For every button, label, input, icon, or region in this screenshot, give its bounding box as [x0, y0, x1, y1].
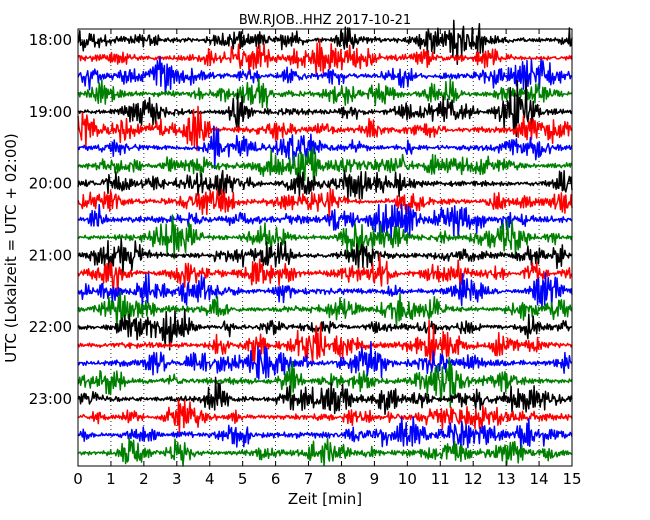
x-tick-label: 13	[497, 470, 516, 488]
trace-2215	[77, 319, 573, 369]
trace-2100	[77, 238, 573, 275]
x-tick-label: 5	[238, 470, 248, 488]
trace-1800	[77, 19, 573, 66]
y-tick-label: 19:00	[29, 103, 72, 121]
x-tick-label: 1	[106, 470, 116, 488]
y-tick-label: 18:00	[29, 31, 72, 49]
x-tick-label: 15	[562, 470, 581, 488]
y-axis-label: UTC (Lokalzeit = UTC + 02:00)	[2, 133, 20, 363]
trace-2300	[77, 376, 573, 416]
trace-1930	[77, 125, 573, 170]
trace-2015	[77, 188, 573, 219]
trace-2200	[77, 308, 573, 351]
trace-2115	[77, 253, 573, 298]
trace-1830	[77, 56, 573, 94]
x-axis-label: Zeit [min]	[288, 490, 362, 508]
chart-title: BW.RJOB..HHZ 2017-10-21	[239, 13, 411, 28]
trace-2030	[77, 203, 573, 240]
x-tick-label: 4	[205, 470, 215, 488]
x-tick-label: 11	[431, 470, 450, 488]
trace-2315	[77, 398, 573, 435]
x-tick-label: 8	[337, 470, 347, 488]
y-axis-ticks: 18:00 19:00 20:00 21:00 22:00 23:00	[29, 31, 572, 408]
x-tick-label: 2	[139, 470, 149, 488]
trace-2045	[77, 214, 573, 260]
x-tick-label: 7	[304, 470, 314, 488]
trace-1915	[77, 105, 573, 152]
trace-2230	[77, 340, 573, 380]
y-tick-label: 22:00	[29, 318, 72, 336]
seismic-traces	[77, 19, 573, 467]
y-tick-label: 21:00	[29, 246, 72, 264]
x-tick-label: 12	[464, 470, 483, 488]
x-tick-label: 10	[398, 470, 417, 488]
y-tick-label: 20:00	[29, 175, 72, 193]
x-tick-label: 3	[172, 470, 182, 488]
trace-1845	[77, 77, 573, 109]
x-tick-label: 14	[530, 470, 549, 488]
trace-2330	[77, 416, 573, 450]
x-tick-label: 6	[271, 470, 281, 488]
plot-frame	[77, 28, 573, 467]
trace-2000	[77, 169, 573, 200]
x-axis-ticks: 0 1 2 3 4 5 6 7 8 9 10 11 12 13 14 15	[73, 29, 582, 488]
x-tick-label: 0	[73, 470, 83, 488]
trace-2145	[77, 291, 573, 329]
trace-2245	[77, 356, 573, 408]
x-tick-label: 9	[370, 470, 380, 488]
trace-1900	[77, 79, 573, 138]
trace-2130	[77, 272, 573, 310]
trace-2345	[77, 437, 573, 467]
trace-1945	[77, 146, 573, 182]
y-tick-label: 23:00	[29, 390, 72, 408]
